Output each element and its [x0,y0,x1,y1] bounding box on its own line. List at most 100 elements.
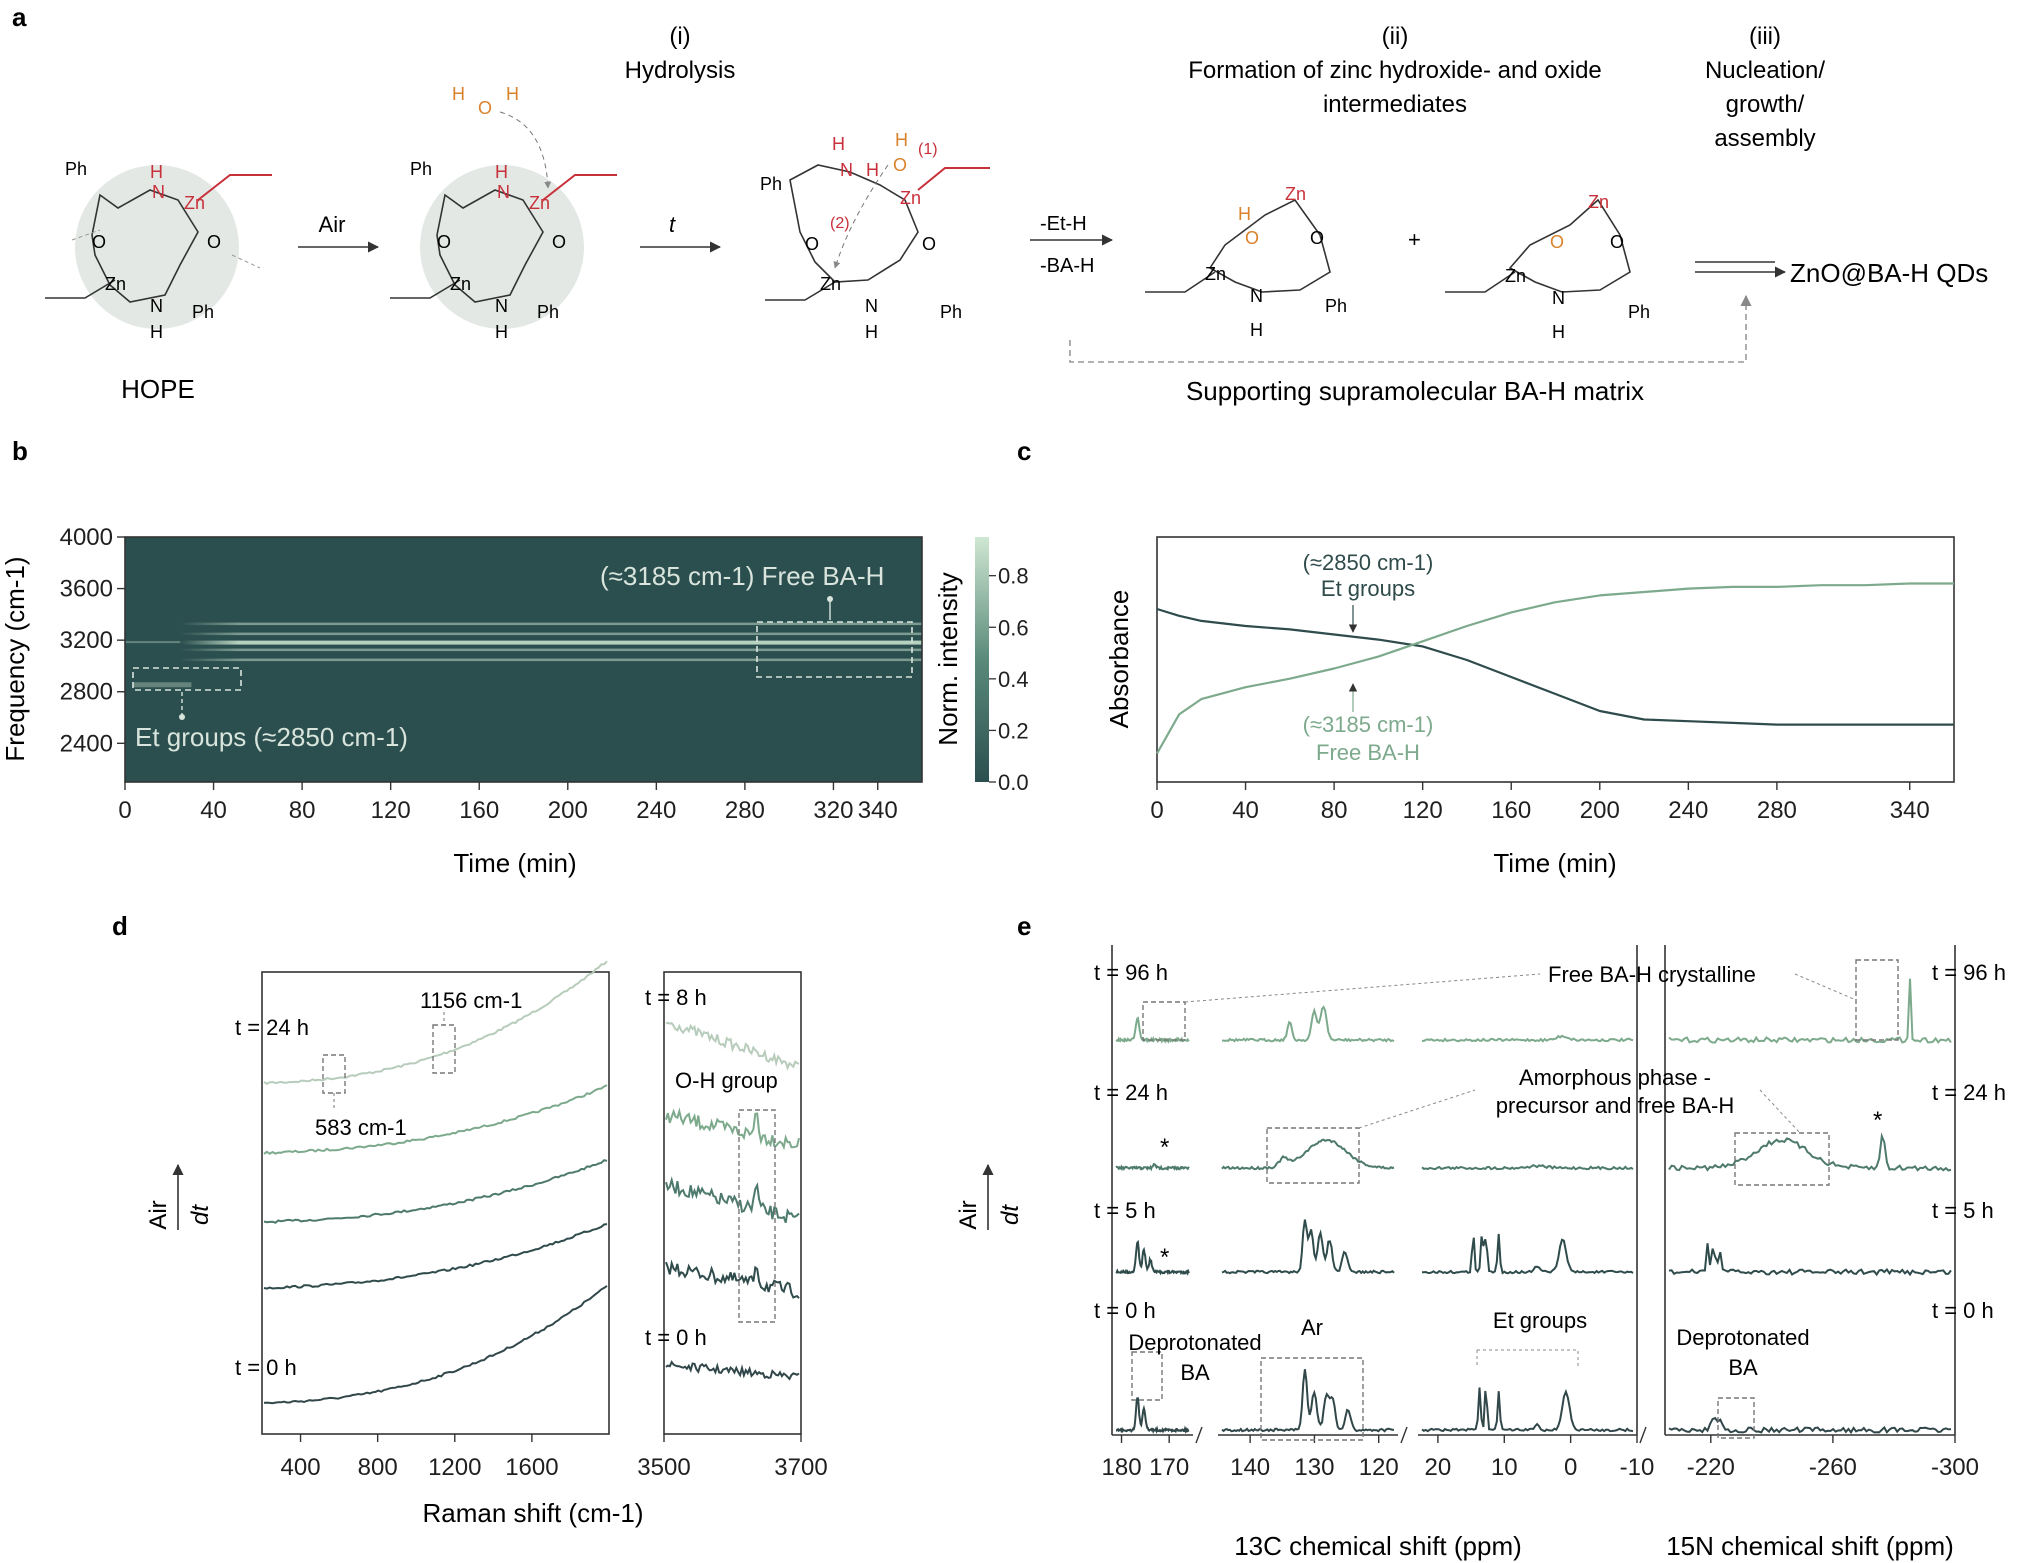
e-deprot-c-1: Deprotonated [1128,1330,1261,1355]
e-t0-left: t = 0 h [1094,1298,1156,1323]
d-air: Air [145,1200,172,1229]
b-xtick-label: 120 [371,797,411,824]
e-leader-cryst-1 [1184,973,1541,1003]
atom-ph: Ph [1325,296,1347,316]
band-free-bah-line [180,622,922,626]
d-t24: t = 24 h [235,1015,309,1040]
nmr-trace [1421,1034,1634,1043]
band-free-bah-line [180,640,922,645]
transfer-arrow [833,164,889,269]
step-i-num: (i) [669,23,690,50]
spectrum-mid-2 [263,1159,608,1224]
c-annot-free-1: (≈3185 cm-1) [1303,712,1434,737]
e-box-deprot-n [1717,1397,1755,1439]
plus-sign: + [1408,227,1421,252]
molecule-oxide: Zn O O Zn N H Ph [1445,192,1650,342]
hope-label: HOPE [121,374,195,404]
atom-n-bottom: N [1552,288,1565,308]
e-xtick-label: -10 [1620,1454,1655,1481]
b-ylabel: Frequency (cm-1) [0,556,30,761]
e-t96-left: t = 96 h [1094,960,1168,985]
e-axis-break [1195,1426,1203,1444]
water-h2: H [506,84,519,104]
box-free-bah [756,621,913,678]
band-free-bah-line [180,658,922,662]
matrix-bracket [1069,294,1752,363]
spectrum-mid-3 [263,1223,608,1290]
nmr-trace [1115,1016,1190,1045]
atom-zn-bottom: Zn [1505,266,1526,286]
band-free-bah-line [180,632,922,636]
c-ylabel: Absorbance [1104,590,1134,729]
b-xtick-label: 80 [289,797,316,824]
oh-spectrum-0h [665,1360,800,1381]
arrow-elim-bottom: -BA-H [1040,255,1094,277]
e-deprot-c-2: BA [1180,1360,1210,1385]
water-o: O [478,98,492,118]
e-ar: Ar [1301,1315,1323,1340]
atom-n-nh: N [840,160,853,180]
oh-spectrum-4 [665,1259,800,1299]
e-star-2: * [1873,1107,1882,1134]
e-leader-amorph-2 [1759,1089,1801,1134]
b-xtick-label: 40 [200,797,227,824]
water-h1: H [452,84,465,104]
b-xtick-label: 0 [118,797,131,824]
atom-ph-2: Ph [537,302,559,322]
colorbar-tick-label: 0.4 [998,667,1029,692]
atom-h-bottom: H [1552,322,1565,342]
d-peak-583: 583 cm-1 [315,1115,407,1140]
spectrum-mid-1 [263,1084,608,1155]
atom-o-oxide: O [1550,232,1564,252]
e-deprot-n-2: BA [1728,1355,1758,1380]
c-annot-free-2: Free BA-H [1316,740,1420,765]
panel-letter-c: c [1017,436,1031,466]
d-xtick-label: 800 [358,1454,398,1481]
oh-spectrum-3 [665,1176,800,1224]
step-i-title: Hydrolysis [625,57,736,84]
e-xtick-label: 180 [1102,1454,1142,1481]
band-free-bah-line [180,648,922,652]
e-xtick-label: 20 [1425,1454,1452,1481]
e-bracket-et [1476,1349,1579,1368]
nmr-trace [1115,1239,1190,1276]
d-t0r: t = 0 h [645,1325,707,1350]
atom-h-nh2: H [866,160,879,180]
molecule-intermediate: H N H H O (1) Zn Ph (2) O O Zn N H Ph [760,130,990,342]
panel-letter-b: b [12,436,28,466]
d-xtick-label: 1600 [505,1454,558,1481]
e-leader-cryst-2 [1794,973,1857,1001]
leader-et-dot [179,714,185,720]
d-xtick-label: 3500 [637,1454,690,1481]
atom-o-right: O [207,232,221,252]
e-box-ar [1260,1357,1364,1441]
panel-a: a (i) Hydrolysis (ii) Formation of zinc … [12,2,1988,406]
atom-zn-bottom: Zn [450,274,471,294]
b-ytick-label: 4000 [60,524,113,551]
e-air: Air [955,1200,982,1229]
colorbar-tick-label: 0.0 [998,770,1029,795]
spectrum-24h [263,960,608,1085]
b-ytick-label: 3200 [60,627,113,654]
d-plot: 400 800 1200 1600 3500 3700 [263,960,828,1481]
atom-n-top: N [497,182,510,202]
nmr-trace [1221,1369,1395,1433]
e-t5-right: t = 5 h [1932,1198,1994,1223]
atom-h-nh: H [832,134,845,154]
e-star-1: * [1160,1134,1169,1161]
e-leader-amorph-1 [1358,1089,1476,1129]
atom-h-bottom: H [495,322,508,342]
atom-h: H [1238,204,1251,224]
e-xlabel-n: 15N chemical shift (ppm) [1666,1531,1954,1561]
e-box-n-amorph [1734,1132,1830,1186]
step-iii-line1: Nucleation/ [1705,57,1825,84]
e-t0-right: t = 0 h [1932,1298,1994,1323]
atom-zn-bottom: Zn [820,274,841,294]
b-xtick-label: 200 [548,797,588,824]
step-iii-num: (iii) [1749,23,1781,50]
d-peak-1156: 1156 cm-1 [420,988,522,1013]
e-xtick-label: 140 [1230,1454,1270,1481]
nmr-trace [1221,1138,1395,1171]
series-free-bah [1156,582,1954,755]
e-box-c-amorph [1266,1127,1360,1184]
